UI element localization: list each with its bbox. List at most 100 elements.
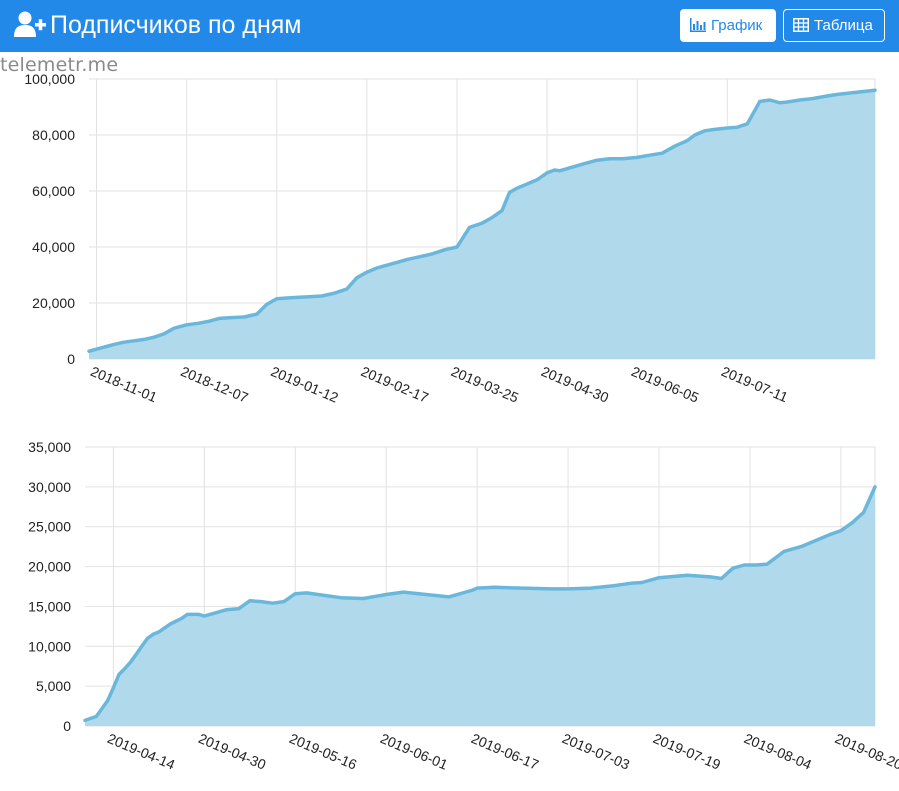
chart1-x-tick-label: 2019-06-01: [378, 730, 450, 773]
chart0-data-point: [726, 127, 729, 130]
chart0-data-point: [686, 139, 689, 142]
chart0-data-point: [621, 157, 624, 160]
chart1-data-point: [470, 589, 473, 592]
chart0-data-point: [295, 296, 298, 299]
chart1-data-point: [140, 645, 143, 648]
chart1-data-point: [766, 563, 769, 566]
chart1-data-point: [754, 564, 757, 567]
chart0-data-point: [583, 162, 586, 165]
chart1-data-point: [385, 593, 388, 596]
chart0-data-point: [823, 95, 826, 98]
chart1-data-point: [658, 576, 661, 579]
chart0-y-tick-label: 20,000: [32, 295, 75, 311]
page-title: Подписчиков по дням: [50, 11, 302, 39]
chart1-data-point: [248, 599, 251, 602]
chart-view-button[interactable]: График: [680, 9, 776, 42]
chart1-data-point: [294, 592, 297, 595]
bar-chart-icon: [690, 18, 706, 32]
chart0-x-tick-label: 2019-02-17: [359, 363, 431, 406]
chart0-data-point: [861, 90, 864, 93]
chart0-y-tick-label: 100,000: [24, 71, 75, 87]
chart0-data-point: [516, 187, 519, 190]
chart1-y-tick-label: 0: [63, 718, 71, 734]
table-view-label: Таблица: [814, 17, 873, 34]
chart0-x-tick-label: 2019-04-30: [539, 363, 611, 406]
chart1-data-point: [800, 545, 803, 548]
chart1-data-point: [237, 607, 240, 610]
chart1-data-point: [731, 567, 734, 570]
table-view-button[interactable]: Таблица: [783, 9, 885, 42]
chart0-x-tick-label: 2019-01-12: [269, 363, 341, 406]
chart1-data-point: [157, 630, 160, 633]
chart0-data-point: [746, 122, 749, 125]
chart1-y-tick-label: 25,000: [28, 519, 71, 535]
chart0-data-point: [758, 100, 761, 103]
chart1-data-point: [260, 600, 263, 603]
chart0-data-point: [558, 169, 561, 172]
chart1-x-tick-label: 2019-08-04: [742, 730, 814, 773]
chart1-data-point: [743, 564, 746, 567]
chart0-data-point: [345, 288, 348, 291]
chart0-data-point: [456, 246, 459, 249]
chart1-data-point: [203, 615, 206, 618]
chart0-x-tick-label: 2019-07-11: [719, 363, 790, 405]
chart1-data-point: [686, 574, 689, 577]
chart1-data-point: [226, 608, 229, 611]
chart0-data-point: [88, 350, 91, 353]
chart0-data-point: [526, 183, 529, 186]
chart1-data-point: [339, 596, 342, 599]
chart1-data-point: [152, 633, 155, 636]
chart1-data-point: [282, 600, 285, 603]
chart0-x-tick-label: 2018-11-01: [88, 363, 159, 405]
chart1-data-point: [362, 597, 365, 600]
chart0-series-line: [87, 88, 877, 353]
chart1-y-tick-label: 15,000: [28, 598, 71, 614]
chart0-data-point: [596, 159, 599, 162]
chart0-data-point: [713, 128, 716, 131]
chart1-x-tick-label: 2019-07-19: [651, 730, 723, 773]
chart0-y-tick-label: 60,000: [32, 183, 75, 199]
chart1-data-point: [567, 587, 570, 590]
chart1-data-point: [720, 577, 723, 580]
chart1-data-point: [874, 485, 877, 488]
chart1-data-point: [305, 591, 308, 594]
chart0-data-point: [768, 99, 771, 102]
chart1-data-point: [118, 673, 121, 676]
chart0-data-point: [230, 316, 233, 319]
chart0-data-point: [418, 255, 421, 258]
chart1-series-line: [83, 485, 877, 723]
chart1-data-point: [84, 719, 87, 722]
chart1-data-point: [214, 611, 217, 614]
chart1-y-tick-label: 30,000: [28, 479, 71, 495]
chart0-data-point: [608, 157, 611, 160]
chart0-data-point: [778, 101, 781, 104]
chart1-x-tick-label: 2019-05-16: [287, 730, 359, 773]
chart1-data-point: [328, 595, 331, 598]
chart1-data-point: [862, 511, 865, 514]
chart1-area-fill: [85, 486, 875, 726]
chart1-data-point: [851, 521, 854, 524]
chart1-data-point: [629, 582, 632, 585]
chart0-data-point: [703, 129, 706, 132]
chart1-data-point: [402, 591, 405, 594]
chart0-data-point: [648, 154, 651, 157]
chart0-data-point: [571, 166, 574, 169]
chart0-data-point: [123, 341, 126, 344]
chart0-data-point: [143, 338, 146, 341]
chart1-data-point: [135, 653, 138, 656]
chart0-data-point: [163, 332, 166, 335]
chart0-data-point: [693, 134, 696, 137]
chart1-data-point: [129, 661, 132, 664]
chart1-x-tick-label: 2019-04-30: [196, 730, 268, 773]
chart1-data-point: [186, 613, 189, 616]
chart1-data-point: [839, 529, 842, 532]
chart1-data-point: [828, 533, 831, 536]
chart0-data-point: [173, 327, 176, 330]
chart0-data-point: [661, 152, 664, 155]
chart0-data-point: [255, 313, 258, 316]
chart1-data-point: [180, 617, 183, 620]
chart0-x-tick-label: 2019-06-05: [629, 363, 701, 406]
chart0-data-point: [443, 248, 446, 251]
chart1-data-point: [192, 613, 195, 616]
chart1-data-point: [447, 595, 450, 598]
